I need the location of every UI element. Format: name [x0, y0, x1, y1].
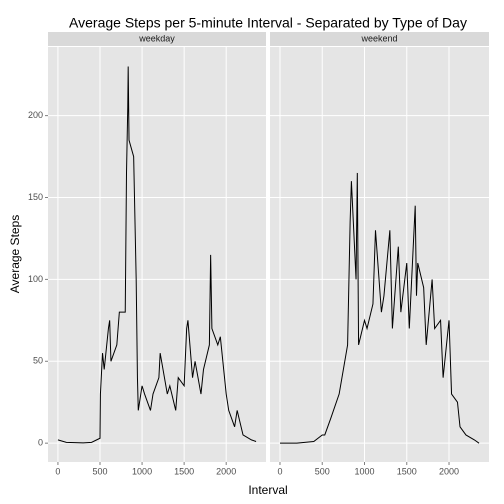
x-tick-label: 1500 — [174, 466, 194, 476]
strip — [48, 32, 266, 46]
y-tick-label: 0 — [38, 438, 43, 448]
strip — [270, 32, 489, 46]
y-tick-label: 150 — [28, 192, 43, 202]
x-tick-label: 2000 — [216, 466, 236, 476]
x-tick-label: 500 — [92, 466, 107, 476]
x-tick-label: 1000 — [354, 466, 374, 476]
y-tick-label: 200 — [28, 110, 43, 120]
x-tick-label: 2000 — [439, 466, 459, 476]
strip-label: weekend — [360, 33, 397, 43]
x-tick-label: 500 — [315, 466, 330, 476]
data-line — [57, 66, 257, 444]
chart-title: Average Steps per 5-minute Interval - Se… — [69, 15, 467, 31]
x-tick-label: 1500 — [397, 466, 417, 476]
x-tick-label: 0 — [277, 466, 282, 476]
y-axis-label: Average Steps — [8, 215, 22, 294]
panel — [48, 47, 266, 462]
x-tick-label: 1000 — [132, 466, 152, 476]
y-tick-label: 100 — [28, 274, 43, 284]
strip-label: weekday — [138, 33, 175, 43]
data-line — [279, 172, 480, 444]
x-tick-label: 0 — [55, 466, 60, 476]
panel — [270, 47, 489, 462]
x-axis-label: Interval — [248, 483, 287, 497]
y-tick-label: 50 — [33, 356, 43, 366]
